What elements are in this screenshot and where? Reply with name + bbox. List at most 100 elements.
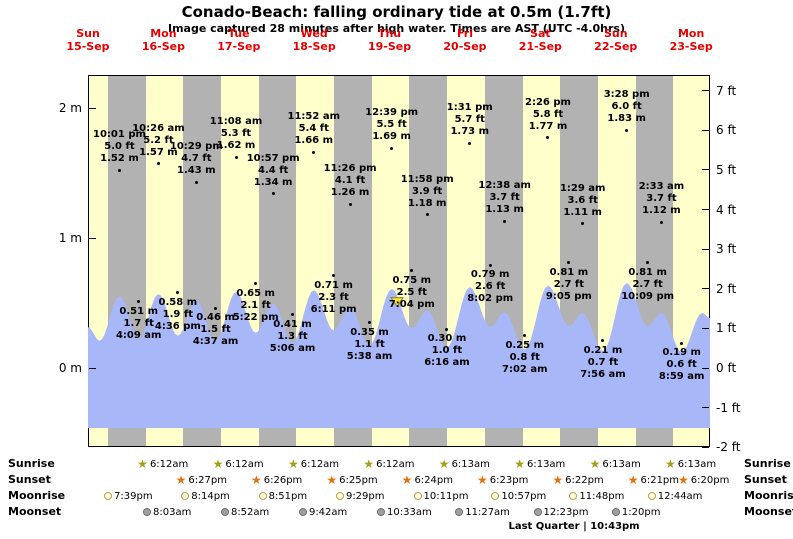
tide-extreme-time: 5:38 am xyxy=(346,350,393,362)
axis-tick xyxy=(702,129,709,131)
tide-extreme-ft: 0.8 ft xyxy=(509,351,540,363)
astro-event: ★ 6:21pm xyxy=(628,473,679,487)
page-title: Conado-Beach: falling ordinary tide at 0… xyxy=(181,3,612,21)
day-name-label: Sat xyxy=(530,27,551,40)
moonrise-icon xyxy=(258,492,267,500)
tide-extreme-label: 12:39 pm 5.5 ft 1.69 m xyxy=(359,107,425,143)
tide-extreme-label: 0.71 m 2.3 ft 6:11 pm xyxy=(301,280,367,316)
tide-extreme-dot xyxy=(523,334,527,337)
tide-extreme-label: 0.46 m 1.5 ft 4:37 am xyxy=(183,312,249,348)
sunset-star-icon: ★ xyxy=(678,473,689,487)
moonset-icon xyxy=(298,508,307,516)
moonrise-row-label-right: Moonrise xyxy=(744,489,793,502)
tide-extreme-dot xyxy=(503,219,507,223)
sunset-star-icon: ★ xyxy=(552,473,564,487)
tide-extreme-time: 3:28 pm xyxy=(603,89,650,101)
astro-event: ★ 6:12am xyxy=(288,457,339,471)
tide-extreme-time: 11:26 pm xyxy=(323,163,377,175)
tide-extreme-label: 11:26 pm 4.1 ft 1.26 m xyxy=(317,163,383,199)
tide-extreme-dot xyxy=(567,261,571,265)
moonset-icon xyxy=(533,508,542,516)
tide-extreme-label: 0.79 m 2.6 ft 8:02 pm xyxy=(457,269,523,305)
y-axis-right-label: 7 ft xyxy=(716,83,737,98)
astro-event: ★ 6:13am xyxy=(665,457,716,471)
tide-extreme-m: 0.79 m xyxy=(470,269,510,281)
tide-extreme-dot xyxy=(625,128,629,132)
tide-extreme-label: 10:57 pm 4.4 ft 1.34 m xyxy=(240,153,306,189)
sunrise-row-label-right: Sunrise xyxy=(744,457,791,470)
tide-extreme-time: 6:16 am xyxy=(424,357,470,368)
axis-tick xyxy=(89,107,96,109)
tide-extreme-time: 1:29 am xyxy=(559,182,606,194)
tide-extreme-m: 1.18 m xyxy=(407,197,447,209)
astro-event: ★ 6:13am xyxy=(514,457,565,471)
astro-time: 6:20pm xyxy=(690,474,730,486)
tide-extreme-ft: 5.0 ft xyxy=(104,141,135,153)
axis-tick xyxy=(89,367,96,369)
tide-extreme-label: 0.30 m 1.0 ft 6:16 am xyxy=(414,333,480,369)
axis-tick xyxy=(702,288,709,290)
astro-event: 1:20pm xyxy=(611,505,660,519)
tide-extreme-time: 12:38 am xyxy=(478,180,531,192)
sunset-star-icon: ★ xyxy=(326,473,338,487)
tide-extreme-ft: 5.3 ft xyxy=(220,128,252,140)
astro-event: ★ 6:13am xyxy=(439,457,490,471)
tide-extreme-ft: 0.7 ft xyxy=(587,356,619,368)
astro-time: 12:44am xyxy=(657,490,703,502)
day-date-label: 20-Sep xyxy=(443,40,487,53)
moonset-icon xyxy=(377,508,386,516)
tide-extreme-dot xyxy=(312,150,316,154)
sunrise-star-icon: ★ xyxy=(287,457,299,471)
tide-extreme-dot xyxy=(137,300,141,304)
tide-extreme-time: 7:02 am xyxy=(501,363,548,375)
tide-extreme-dot xyxy=(410,269,414,272)
tide-extreme-m: 0.81 m xyxy=(549,266,589,278)
tide-extreme-time: 10:09 pm xyxy=(621,290,675,302)
astro-event: 8:52am xyxy=(220,505,269,519)
tide-extreme-m: 0.19 m xyxy=(662,347,701,359)
tide-extreme-time: 10:57 pm xyxy=(246,152,300,164)
astro-time: 6:12am xyxy=(225,458,264,470)
tide-extreme-dot xyxy=(368,321,372,324)
moonrise-icon xyxy=(413,492,422,500)
tide-extreme-label: 10:29 pm 4.7 ft 1.43 m xyxy=(163,141,229,177)
astro-event: 10:57pm xyxy=(491,489,546,503)
day-name-label: Fri xyxy=(456,27,473,40)
tide-extreme-time: 2:33 am xyxy=(638,181,685,193)
tide-extreme-dot xyxy=(348,202,352,206)
moon-phase-note: Last Quarter | 10:43pm xyxy=(508,521,640,532)
tide-extreme-label: 11:08 am 5.3 ft 1.62 m xyxy=(203,116,269,152)
tide-extreme-m: 1.77 m xyxy=(528,120,568,132)
tide-extreme-label: 0.19 m 0.6 ft 8:59 am xyxy=(649,347,715,383)
day-date-label: 18-Sep xyxy=(292,40,336,53)
astro-time: 10:11pm xyxy=(423,490,469,502)
moonset-row-label-left: Moonset xyxy=(8,505,62,518)
astro-event: 8:51pm xyxy=(258,489,307,503)
tide-extreme-dot xyxy=(214,306,218,310)
tide-extreme-time: 1:31 pm xyxy=(446,102,493,114)
y-axis-right-label: 4 ft xyxy=(716,202,737,217)
astro-event: 9:29pm xyxy=(335,489,385,503)
y-axis-right-label: 2 ft xyxy=(716,281,737,296)
moonset-icon xyxy=(611,508,620,516)
sunrise-star-icon: ★ xyxy=(589,457,601,471)
tide-extreme-dot xyxy=(581,222,585,226)
astro-event: ★ 6:23pm xyxy=(477,473,528,487)
tide-extreme-m: 0.25 m xyxy=(505,339,545,351)
y-axis-right-label: 1 ft xyxy=(716,321,737,336)
tide-extreme-m: 1.57 m xyxy=(139,146,178,158)
astro-event: 8:03am xyxy=(142,505,191,519)
y-axis-right-label: 0 ft xyxy=(716,361,737,375)
y-axis-left-label: 0 m xyxy=(58,361,82,375)
tide-extreme-time: 8:59 am xyxy=(658,371,705,383)
tide-extreme-time: 11:52 am xyxy=(287,111,340,123)
tide-extreme-time: 10:01 pm xyxy=(93,129,146,141)
tide-extreme-label: 11:58 pm 3.9 ft 1.18 m xyxy=(394,174,460,210)
tide-extreme-m: 0.46 m xyxy=(196,312,235,324)
astro-time: 11:27am xyxy=(465,506,510,518)
tide-extreme-label: 0.75 m 2.5 ft 7:04 pm xyxy=(379,275,445,311)
astro-event: ★ 6:12am xyxy=(363,457,414,471)
tide-extreme-time: 11:58 pm xyxy=(400,173,454,185)
astro-event: ★ 6:20pm xyxy=(678,473,729,487)
tide-extreme-time: 8:02 pm xyxy=(467,293,514,305)
